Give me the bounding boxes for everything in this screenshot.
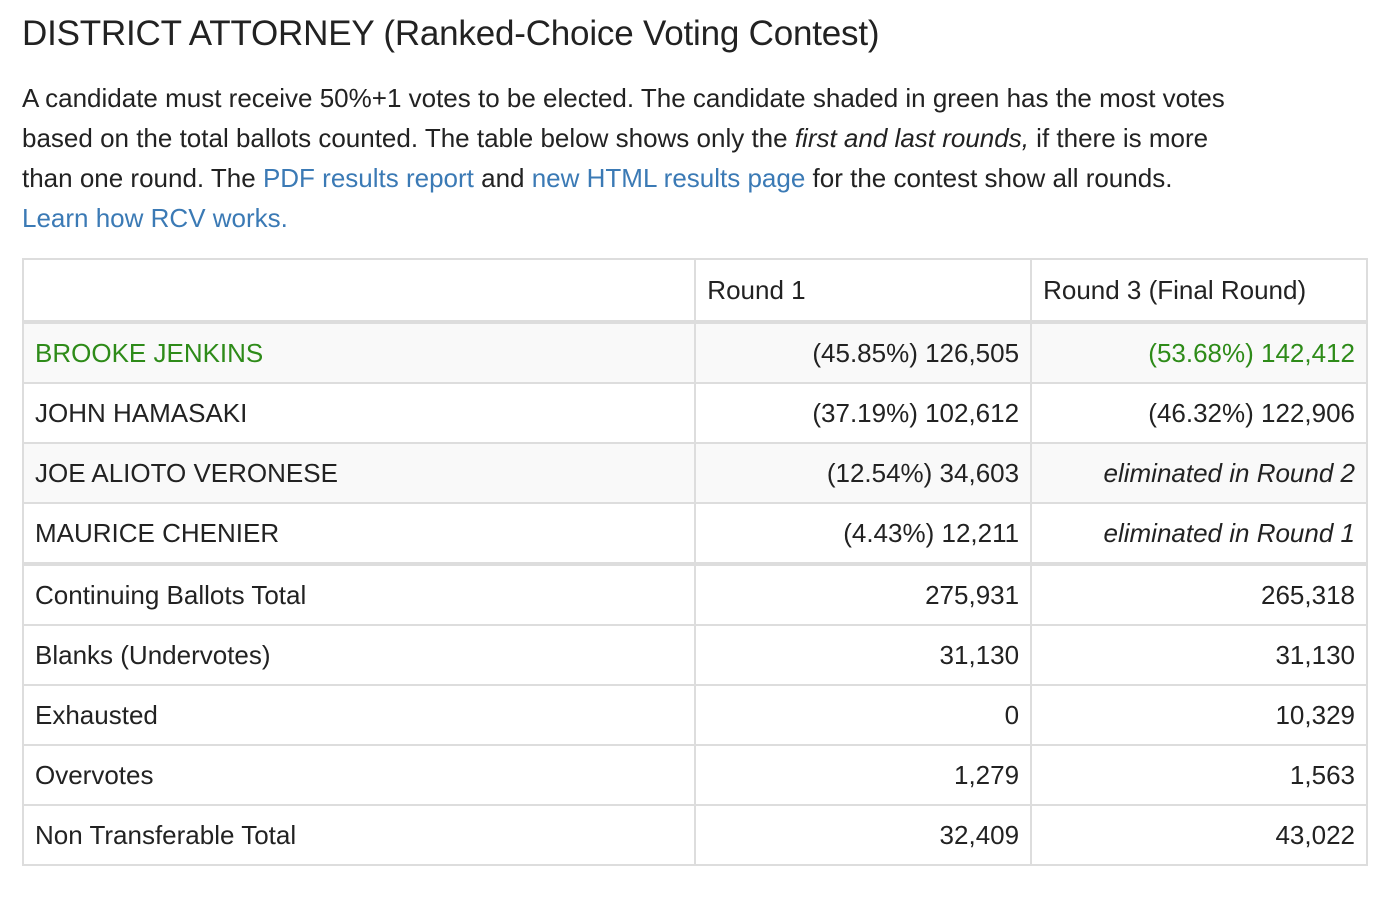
totals-row: Exhausted 0 10,329: [21, 684, 1368, 746]
totals-row: Overvotes 1,279 1,563: [21, 744, 1368, 806]
candidate-row: MAURICE CHENIER (4.43%) 12,211 eliminate…: [21, 502, 1368, 565]
intro-line-2: based on the total ballots counted. The …: [22, 118, 1382, 158]
round-1-total: 1,279: [694, 744, 1033, 806]
round-3-votes: (53.68%) 142,412: [1030, 321, 1368, 384]
html-results-link[interactable]: new HTML results page: [531, 163, 806, 193]
candidate-row: JOHN HAMASAKI (37.19%) 102,612 (46.32%) …: [21, 382, 1368, 444]
round-3-total: 265,318: [1030, 562, 1368, 626]
intro-text: based on the total ballots counted. The …: [22, 123, 795, 153]
candidate-name: BROOKE JENKINS: [21, 321, 697, 384]
intro-line-1: A candidate must receive 50%+1 votes to …: [22, 83, 1225, 113]
candidate-name: MAURICE CHENIER: [21, 502, 697, 565]
round-3-total: 43,022: [1030, 804, 1368, 866]
header-round-3: Round 3 (Final Round): [1030, 258, 1368, 324]
round-3-total: 31,130: [1030, 624, 1368, 686]
table-header-row: Round 1 Round 3 (Final Round): [21, 258, 1368, 324]
pdf-results-link[interactable]: PDF results report: [262, 163, 474, 193]
round-3-eliminated: eliminated in Round 1: [1030, 502, 1368, 565]
candidate-name: JOE ALIOTO VERONESE: [21, 442, 697, 504]
round-3-eliminated: eliminated in Round 2: [1030, 442, 1368, 504]
contest-description: A candidate must receive 50%+1 votes to …: [22, 78, 1382, 238]
totals-label: Non Transferable Total: [21, 804, 697, 866]
round-1-total: 275,931: [694, 562, 1033, 626]
totals-label: Continuing Ballots Total: [21, 562, 697, 626]
intro-line-3: than one round. The PDF results report a…: [22, 158, 1382, 198]
intro-line-4: Learn how RCV works.: [22, 198, 1382, 238]
totals-row: Blanks (Undervotes) 31,130 31,130: [21, 624, 1368, 686]
learn-rcv-link[interactable]: Learn how RCV works.: [22, 203, 288, 233]
candidate-row: JOE ALIOTO VERONESE (12.54%) 34,603 elim…: [21, 442, 1368, 504]
intro-emphasis: first and last rounds,: [794, 123, 1029, 153]
round-3-votes: (46.32%) 122,906: [1030, 382, 1368, 444]
header-round-1: Round 1: [694, 258, 1033, 324]
round-1-total: 31,130: [694, 624, 1033, 686]
totals-label: Exhausted: [21, 684, 697, 746]
header-candidate: [21, 258, 697, 324]
intro-text: if there is more: [1028, 123, 1209, 153]
results-table: Round 1 Round 3 (Final Round) BROOKE JEN…: [21, 258, 1368, 866]
round-1-total: 0: [694, 684, 1033, 746]
round-3-total: 10,329: [1030, 684, 1368, 746]
totals-row: Non Transferable Total 32,409 43,022: [21, 804, 1368, 866]
round-1-votes: (45.85%) 126,505: [694, 321, 1033, 384]
round-1-votes: (37.19%) 102,612: [694, 382, 1033, 444]
round-1-votes: (4.43%) 12,211: [694, 502, 1033, 565]
candidate-row-winner: BROOKE JENKINS (45.85%) 126,505 (53.68%)…: [21, 321, 1368, 384]
candidate-name: JOHN HAMASAKI: [21, 382, 697, 444]
intro-text: and: [473, 163, 532, 193]
round-3-total: 1,563: [1030, 744, 1368, 806]
round-1-votes: (12.54%) 34,603: [694, 442, 1033, 504]
intro-text: than one round. The: [22, 163, 263, 193]
totals-label: Overvotes: [21, 744, 697, 806]
totals-row: Continuing Ballots Total 275,931 265,318: [21, 562, 1368, 626]
contest-title: DISTRICT ATTORNEY (Ranked-Choice Voting …: [22, 14, 880, 53]
totals-label: Blanks (Undervotes): [21, 624, 697, 686]
intro-text: for the contest show all rounds.: [805, 163, 1173, 193]
round-1-total: 32,409: [694, 804, 1033, 866]
